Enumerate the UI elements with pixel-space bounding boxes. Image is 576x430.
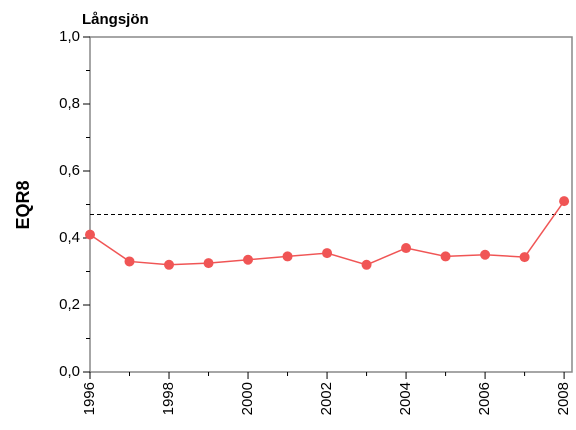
data-point xyxy=(361,259,372,270)
data-point xyxy=(282,251,293,262)
chart-title: Långsjön xyxy=(82,11,149,28)
data-point xyxy=(164,259,175,270)
plot-frame xyxy=(89,36,573,373)
data-point xyxy=(124,256,135,267)
data-point xyxy=(480,249,491,260)
data-point xyxy=(243,254,254,265)
y-tick-label: 0,0 xyxy=(59,363,80,380)
data-point xyxy=(203,258,214,269)
y-tick-label: 0,8 xyxy=(59,95,80,112)
data-point xyxy=(559,196,570,207)
x-tick-label: 2000 xyxy=(239,382,256,415)
y-tick-label: 0,6 xyxy=(59,162,80,179)
x-tick-label: 2002 xyxy=(318,382,335,415)
x-tick-label: 2006 xyxy=(476,382,493,415)
x-tick-label: 2004 xyxy=(397,382,414,415)
data-point xyxy=(440,251,451,262)
x-tick-label: 2008 xyxy=(555,382,572,415)
y-tick-label: 1,0 xyxy=(59,28,80,45)
x-tick-label: 1998 xyxy=(160,382,177,415)
data-point xyxy=(401,243,412,254)
y-axis-label: EQR8 xyxy=(13,180,33,229)
x-tick-label: 1996 xyxy=(81,382,98,415)
y-tick-label: 0,2 xyxy=(59,296,80,313)
data-point xyxy=(519,252,530,263)
y-tick-label: 0,4 xyxy=(59,229,80,246)
data-point xyxy=(322,248,333,259)
data-point xyxy=(85,229,95,240)
